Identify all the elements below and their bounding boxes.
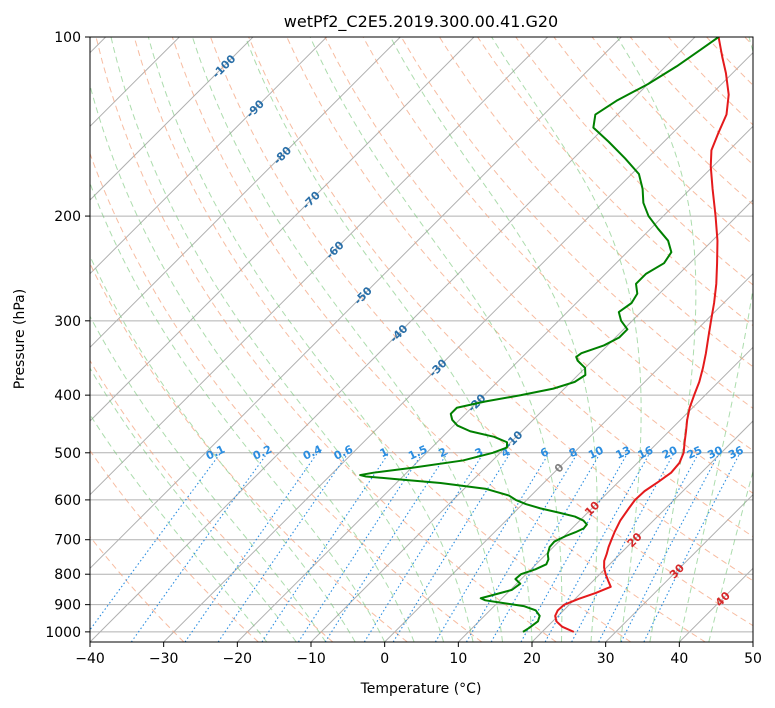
mixing-ratio-label: 13 <box>614 444 633 462</box>
mixing-ratio-label: 10 <box>586 443 606 461</box>
dry-adiabat <box>210 37 753 627</box>
isotherm-gridline <box>90 37 254 201</box>
isotherm-gridline <box>90 37 328 275</box>
y-tick-label: 200 <box>54 209 81 225</box>
moist-adiabat <box>244 37 533 642</box>
isotherm-gridline <box>605 493 753 642</box>
isotherm-gridline <box>236 125 753 642</box>
isotherm-gridline <box>90 37 475 422</box>
temperature-profile-line <box>554 37 730 633</box>
y-tick-label: 500 <box>54 446 81 462</box>
mixing-ratio-line <box>184 452 319 642</box>
moist-adiabat <box>389 37 598 642</box>
mixing-ratio-line <box>297 452 424 642</box>
y-tick-label: 400 <box>54 388 81 404</box>
x-tick-label: 20 <box>523 651 541 667</box>
moist-adiabat <box>147 37 474 642</box>
x-tick-label: −20 <box>223 651 253 667</box>
isotherm-gridline <box>384 272 753 642</box>
moist-adiabat <box>90 255 356 642</box>
dry-adiabat <box>90 359 334 642</box>
dry-adiabat <box>90 262 408 642</box>
dry-adiabat <box>90 449 259 642</box>
mixing-ratio-label: 30 <box>705 443 725 461</box>
moist-adiabat <box>110 37 445 642</box>
x-tick-label: 0 <box>380 651 389 667</box>
dry-adiabat <box>324 37 753 494</box>
mixing-ratio-label: 20 <box>660 443 680 461</box>
x-tick-label: 40 <box>670 651 688 667</box>
dry-adiabat <box>286 37 753 538</box>
x-tick-label: −40 <box>75 651 105 667</box>
y-tick-label: 800 <box>54 567 81 583</box>
series-layer <box>359 37 730 633</box>
moist-adiabat <box>616 37 697 642</box>
isotherm-gridline <box>90 37 549 496</box>
mixing-ratio-line <box>520 452 629 642</box>
x-tick-label: 50 <box>744 651 762 667</box>
dewpoint-profile-line <box>359 37 720 633</box>
mixing-ratio-line <box>324 452 449 642</box>
mixing-ratio-line <box>490 452 601 642</box>
y-tick-label: 600 <box>54 493 81 509</box>
dry-adiabat <box>248 37 753 582</box>
y-tick-label: 300 <box>54 314 81 330</box>
mixing-ratio-line <box>363 452 485 642</box>
isotherm-gridline <box>163 51 753 642</box>
moist-adiabat <box>90 413 268 642</box>
mixing-ratio-line <box>620 452 720 642</box>
mixing-ratio-label: 16 <box>636 443 656 461</box>
y-tick-label: 700 <box>54 533 81 549</box>
dry-adiabat <box>95 37 557 642</box>
moist-adiabats <box>90 37 753 642</box>
dry-adiabat <box>90 152 483 642</box>
mixing-ratio-line <box>598 452 700 642</box>
mixing-ratio-line <box>90 452 222 631</box>
moist-adiabat <box>90 315 327 642</box>
dry-adiabat <box>400 37 753 409</box>
isotherm-gridline <box>90 37 696 642</box>
dry-adiabat <box>477 37 753 327</box>
y-tick-label: 100 <box>54 30 81 46</box>
mixing-ratio-line <box>130 452 269 642</box>
dry-adiabat <box>171 37 706 642</box>
mixing-ratio-line <box>217 452 349 642</box>
chart-title: wetPf2_C2E5.2019.300.00.41.G20 <box>284 12 558 32</box>
y-tick-label: 1000 <box>45 625 81 641</box>
y-axis-ticks: 100 200 300 400 500 600 700 800 900 1000 <box>45 30 90 641</box>
mixing-ratio-label: 25 <box>685 444 704 462</box>
dry-adiabat <box>439 37 753 368</box>
y-axis-label: Pressure (hPa) <box>12 289 28 389</box>
x-tick-label: −30 <box>149 651 179 667</box>
isotherm-gridline <box>90 37 622 570</box>
moist-adiabat <box>191 37 504 642</box>
x-tick-label: 30 <box>597 651 615 667</box>
moist-adiabat <box>708 469 753 642</box>
plot-area: 0.1 0.2 0.4 0.6 1 1.5 2 3 4 6 8 10 13 16 20 25 30 36-100-… <box>90 37 753 642</box>
isotherm-gridline <box>90 37 401 349</box>
x-tick-label: −10 <box>296 651 326 667</box>
x-axis-ticks: −40 −30 −20 −10 0 10 20 30 40 50 <box>75 642 762 667</box>
x-tick-label: 10 <box>449 651 467 667</box>
y-tick-label: 900 <box>54 598 81 614</box>
moist-adiabat <box>678 37 753 642</box>
moist-adiabat <box>491 37 642 642</box>
moist-adiabat <box>90 181 386 642</box>
moist-adiabat <box>309 37 563 642</box>
plot-frame <box>89 36 754 643</box>
x-axis-label: Temperature (°C) <box>360 681 482 697</box>
dry-adiabat <box>362 37 753 452</box>
moist-adiabat <box>90 83 415 642</box>
mixing-ratio-line <box>544 452 651 642</box>
dry-adiabats <box>90 37 753 642</box>
dry-adiabat <box>133 37 632 642</box>
mixing-ratio-line <box>261 452 390 642</box>
mixing-ratio-lines <box>90 452 741 642</box>
mixing-ratio-label: 36 <box>726 443 746 461</box>
moist-adiabat <box>90 367 297 642</box>
